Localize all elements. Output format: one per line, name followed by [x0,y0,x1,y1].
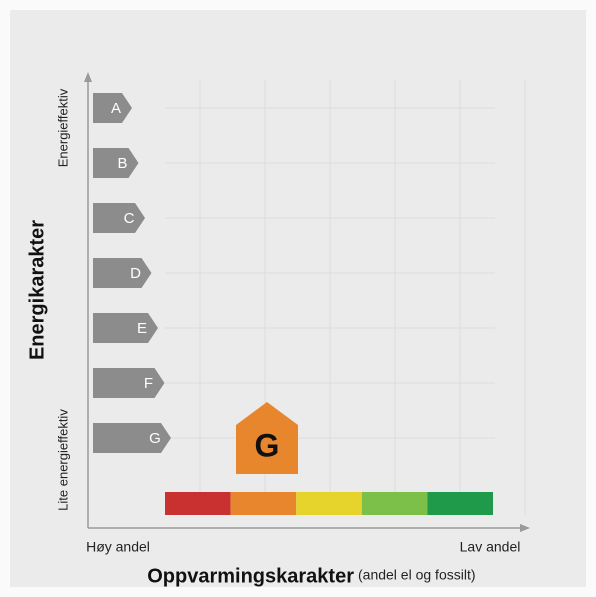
grade-label: G [149,430,161,447]
x-arrow [520,524,530,532]
x-right-label: Lav andel [460,539,521,555]
grade-label: C [124,210,135,227]
grade-arrow [93,148,139,178]
scale-segment [427,492,493,515]
grade-arrow [93,203,145,233]
y-title: Energikarakter [26,220,48,360]
y-bottom-label: Lite energieffektiv [55,409,70,511]
x-subtitle: (andel el og fossilt) [358,567,476,583]
scale-segment [230,492,297,515]
grade-arrow [93,93,132,123]
scale-segment [165,492,231,515]
grade-arrow [93,313,158,343]
grade-label: E [137,320,147,337]
y-top-label: Energieffektiv [55,88,70,167]
scale-segment [361,492,428,515]
rating-label: G [255,427,280,463]
grade-arrow [93,258,152,288]
grid [165,80,526,515]
grade-arrow [93,368,165,398]
x-left-label: Høy andel [86,539,150,555]
grade-label: D [130,265,141,282]
grade-label: A [111,100,121,117]
x-title: Oppvarmingskarakter [147,565,354,587]
grade-label: F [144,375,153,392]
grade-label: B [117,155,127,172]
grade-arrow [93,423,171,453]
rating-house [236,402,298,474]
y-arrow [84,72,92,82]
scale-segment [296,492,362,515]
